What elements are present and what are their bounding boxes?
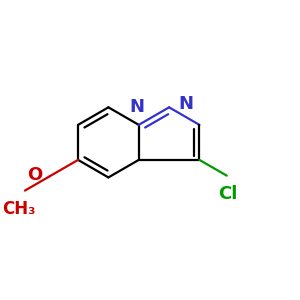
Text: N: N xyxy=(178,95,193,113)
Text: O: O xyxy=(27,166,43,184)
Text: CH₃: CH₃ xyxy=(2,200,35,218)
Text: Cl: Cl xyxy=(219,185,238,203)
Text: N: N xyxy=(130,98,145,116)
